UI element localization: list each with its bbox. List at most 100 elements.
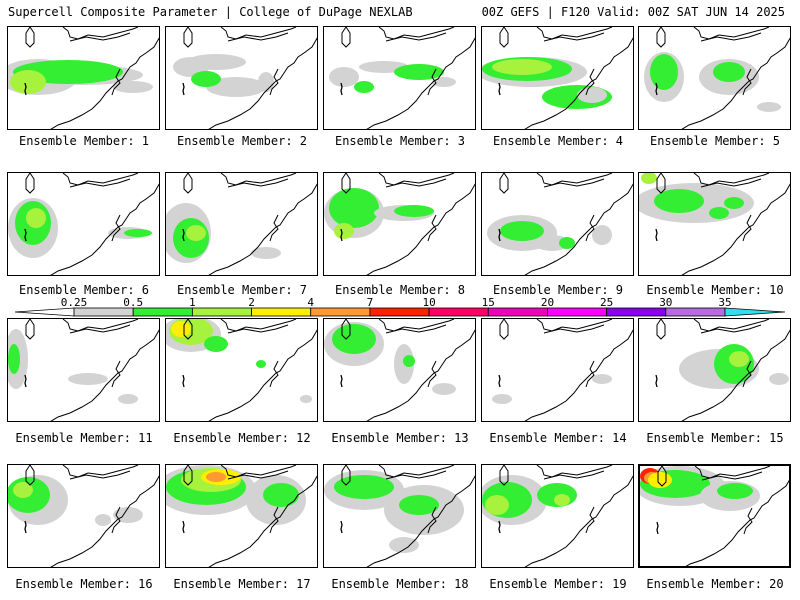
lake-outline [183,27,193,48]
lake-outline [657,466,667,487]
colorbar-tick-label: 1 [189,296,196,309]
great-lakes-outline [69,32,131,42]
colorbar-tick-label: 30 [659,296,672,309]
lake-outline [656,319,666,340]
great-lakes-outline [700,324,762,334]
lake-outline [499,319,509,340]
scp-shading [394,205,434,217]
great-lakes-outline [700,178,762,188]
coastline [524,475,633,567]
scp-shading [713,62,745,82]
coastline [427,214,437,242]
scp-shading [26,208,46,228]
scp-shading [492,394,512,404]
coastline [685,479,789,566]
ensemble-member-panel [481,26,634,130]
colorbar-tick-label: 15 [482,296,495,309]
colorbar-tick-label: 7 [367,296,374,309]
colorbar-tick-label: 10 [422,296,435,309]
great-lakes-outline [543,470,605,480]
great-lakes-outline [378,319,455,332]
lake-outline [341,319,351,340]
coastline [427,360,437,388]
great-lakes-outline [700,32,762,42]
coastline [742,214,752,242]
scp-shading [559,237,575,249]
great-lakes-outline [69,324,131,334]
scp-map [166,465,317,567]
ensemble-member-panel [481,318,634,422]
great-lakes-outline [701,471,763,481]
scp-shading [500,221,544,241]
ensemble-member-label: Ensemble Member: 4 [492,134,624,148]
scp-shading [403,355,415,367]
colorbar-lower-arrow [14,307,75,317]
scp-shading [186,54,246,70]
ensemble-member-label: Ensemble Member: 12 [173,431,311,445]
coastline [366,183,475,275]
ensemble-member-panel [638,26,791,130]
coastline [585,214,595,242]
ensemble-member-panel [7,172,160,276]
page-title: Supercell Composite Parameter | College … [8,5,413,19]
great-lakes-outline [694,466,771,479]
colorbar-tick-label: 25 [600,296,613,309]
coastline [50,475,159,567]
scp-shading [389,537,419,553]
ensemble-member-label: Ensemble Member: 18 [331,577,469,591]
scp-shading [113,507,143,523]
lake-outline [341,27,351,48]
colorbar-segment [487,307,548,317]
lake-outline [24,82,27,96]
lake-outline [24,228,27,242]
coastline [681,329,790,421]
scp-shading [769,373,789,385]
scp-shading [186,225,206,241]
great-lakes-outline [227,178,289,188]
lake-outline [341,465,351,486]
colorbar-segment [310,307,371,317]
coastline [524,37,633,129]
coastline [742,68,752,96]
great-lakes-outline [378,173,455,186]
great-lakes-outline [543,324,605,334]
scp-shading [171,321,191,337]
ensemble-member-label: Ensemble Member: 19 [489,577,627,591]
scp-map [8,465,159,567]
coastline [427,506,437,534]
scp-shading [251,247,281,259]
ensemble-member-panel [481,464,634,568]
lake-outline [340,82,343,96]
colorbar-tick-label: 2 [248,296,255,309]
ensemble-member-panel [323,172,476,276]
coastline [743,507,753,535]
lake-outline [656,27,666,48]
scp-shading [256,360,266,368]
great-lakes-outline [536,173,613,186]
ensemble-member-panel [481,172,634,276]
scp-shading [91,65,115,81]
scp-map [324,27,475,129]
scp-map [639,27,790,129]
scp-map [8,173,159,275]
lake-outline [182,82,185,96]
great-lakes-outline [220,319,297,332]
scp-shading [118,394,138,404]
scp-map [482,319,633,421]
colorbar-segment [606,307,667,317]
lake-outline [183,173,193,194]
run-valid-time: 00Z GEFS | F120 Valid: 00Z SAT JUN 14 20… [481,5,785,19]
colorbar-tick-label: 0.5 [123,296,143,309]
lake-outline [183,465,193,486]
scp-shading [432,383,456,395]
scp-shading [124,229,152,237]
ensemble-member-panel [323,464,476,568]
ensemble-member-panel [165,464,318,568]
scp-shading [577,87,607,103]
coastline [742,360,752,388]
coastline [111,214,121,242]
colorbar-segment [251,307,312,317]
ensemble-member-panel [165,172,318,276]
ensemble-member-panel [323,26,476,130]
great-lakes-outline [227,32,289,42]
